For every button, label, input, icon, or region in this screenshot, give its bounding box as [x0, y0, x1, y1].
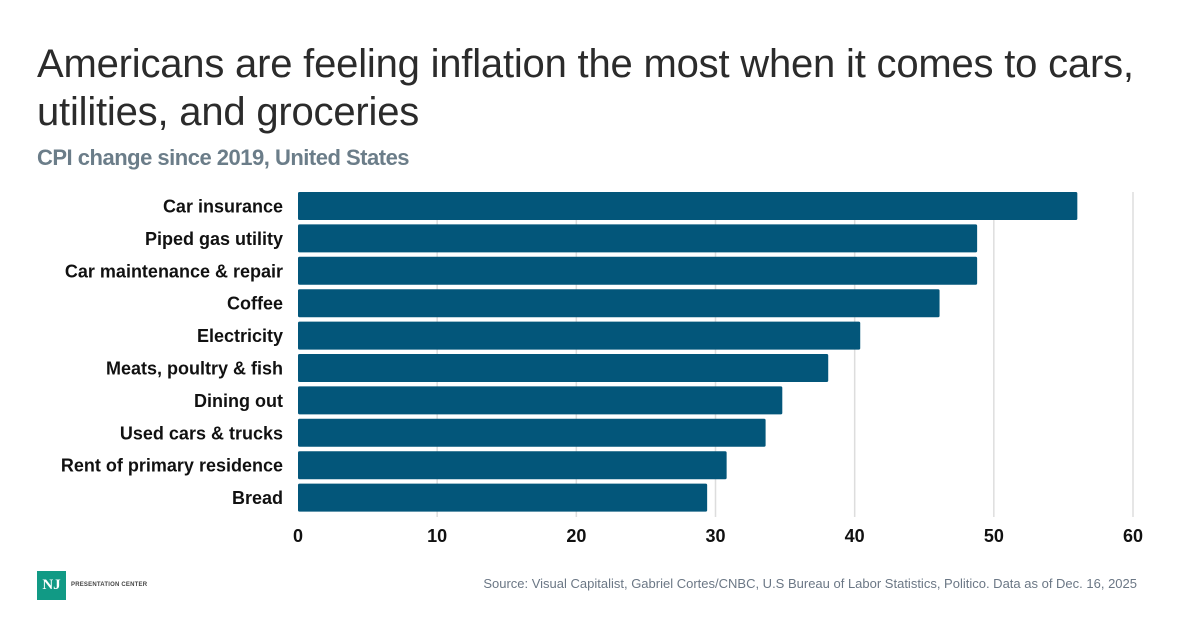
source-note: Source: Visual Capitalist, Gabriel Corte…	[483, 576, 1137, 591]
bar	[298, 386, 783, 415]
bar	[298, 321, 861, 350]
bar	[298, 192, 1078, 220]
x-tick-label: 50	[984, 526, 1004, 546]
bar	[298, 289, 940, 318]
category-labels: Car insurance Piped gas utility Car mainte…	[61, 197, 283, 509]
bar	[298, 256, 978, 285]
bar	[298, 451, 727, 480]
category-label: Dining out	[194, 391, 283, 411]
bar	[298, 483, 708, 512]
chart-title: Americans are feeling inflation the most…	[37, 42, 1134, 134]
x-tick-label: 40	[845, 526, 865, 546]
x-tick-label: 10	[427, 526, 447, 546]
bars	[298, 192, 1078, 512]
category-label: Car insurance	[163, 197, 283, 217]
category-label: Bread	[232, 488, 283, 508]
bar	[298, 224, 978, 253]
category-label: Coffee	[227, 294, 283, 314]
category-label: Meats, poultry & fish	[106, 359, 283, 379]
x-tick-label: 60	[1123, 526, 1143, 546]
category-label: Used cars & trucks	[120, 423, 283, 443]
category-label: Piped gas utility	[145, 229, 283, 249]
category-label: Electricity	[197, 326, 283, 346]
x-tick-label: 30	[705, 526, 725, 546]
bar	[298, 418, 766, 447]
bar	[298, 354, 829, 382]
category-label: Car maintenance & repair	[65, 261, 283, 281]
x-tick-label: 20	[566, 526, 586, 546]
nj-logo: NJ	[37, 571, 66, 600]
logo-text: PRESENTATION CENTER	[71, 582, 148, 588]
category-label: Rent of primary residence	[61, 456, 283, 476]
x-axis-ticks: 0 10 20 30 40 50 60	[293, 526, 1143, 546]
chart-subtitle: CPI change since 2019, United States	[37, 145, 410, 170]
x-tick-label: 0	[293, 526, 303, 546]
